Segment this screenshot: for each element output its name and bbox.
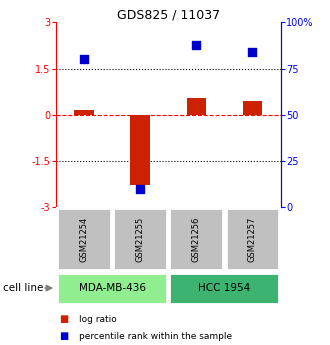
Text: MDA-MB-436: MDA-MB-436	[79, 283, 146, 293]
Point	[250, 49, 255, 55]
Bar	[74, 110, 94, 115]
Text: GSM21256: GSM21256	[192, 216, 201, 262]
Text: GSM21254: GSM21254	[80, 216, 89, 262]
Title: GDS825 / 11037: GDS825 / 11037	[117, 8, 220, 21]
Bar	[113, 208, 167, 269]
Bar	[169, 273, 280, 304]
Text: GSM21257: GSM21257	[248, 216, 257, 262]
Point	[138, 186, 143, 191]
Bar	[225, 208, 280, 269]
Point	[82, 57, 87, 62]
Bar	[169, 208, 223, 269]
Text: log ratio: log ratio	[79, 315, 117, 324]
Text: ■: ■	[59, 332, 69, 341]
Bar	[130, 115, 150, 186]
Point	[194, 42, 199, 47]
Bar	[186, 98, 206, 115]
Bar	[57, 273, 167, 304]
Text: HCC 1954: HCC 1954	[198, 283, 250, 293]
Text: cell line: cell line	[3, 283, 44, 293]
Bar	[57, 208, 111, 269]
Bar	[243, 101, 262, 115]
Text: GSM21255: GSM21255	[136, 216, 145, 262]
Text: percentile rank within the sample: percentile rank within the sample	[79, 332, 232, 341]
Text: ■: ■	[59, 314, 69, 324]
